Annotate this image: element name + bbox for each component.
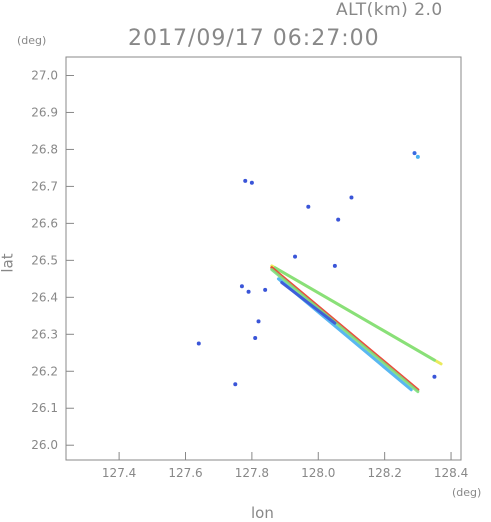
echo-point (246, 289, 251, 294)
y-tick-label: 26.2 (31, 364, 58, 378)
y-tick-label: 26.9 (31, 105, 58, 119)
y-tick-label: 27.0 (31, 68, 58, 82)
y-tick-label: 26.7 (31, 179, 58, 193)
y-unit-label: (deg) (17, 34, 47, 47)
y-tick-label: 26.4 (31, 290, 58, 304)
echo-point (306, 204, 311, 209)
echo-point (239, 284, 244, 289)
echo-point (196, 341, 201, 346)
y-tick-label: 26.1 (31, 401, 58, 415)
echo-streak (273, 266, 436, 362)
plot-frame (65, 56, 462, 461)
chart-title-timestamp: 2017/09/17 06:27:00 (128, 26, 380, 51)
echo-point (349, 195, 354, 200)
echo-point (233, 382, 238, 387)
x-tick-label: 127.6 (168, 466, 202, 480)
echo-point (263, 287, 268, 292)
x-unit-label: (deg) (452, 486, 482, 499)
x-tick-label: 128.2 (367, 466, 401, 480)
echo-point (249, 180, 254, 185)
echo-point (415, 154, 420, 159)
echo-point (293, 254, 298, 259)
x-tick-label: 128.4 (434, 466, 468, 480)
echo-streak (270, 268, 420, 394)
x-tick-label: 127.4 (102, 466, 136, 480)
y-tick-label: 26.8 (31, 142, 58, 156)
echo-streak (280, 281, 337, 325)
echo-point (412, 151, 417, 156)
echo-point (253, 335, 258, 340)
y-tick-label: 26.6 (31, 216, 58, 230)
echo-point (256, 319, 261, 324)
y-tick-label: 26.0 (31, 438, 58, 452)
y-tick-label: 26.5 (31, 253, 58, 267)
echo-point (243, 178, 248, 183)
y-tick-label: 26.3 (31, 327, 58, 341)
echo-point (432, 374, 437, 379)
x-axis-label: lon (251, 504, 274, 522)
altitude-label: ALT(km) 2.0 (336, 0, 443, 20)
echo-point (336, 217, 341, 222)
x-tick-label: 128.0 (301, 466, 335, 480)
echo-point (332, 263, 337, 268)
x-tick-label: 127.8 (235, 466, 269, 480)
